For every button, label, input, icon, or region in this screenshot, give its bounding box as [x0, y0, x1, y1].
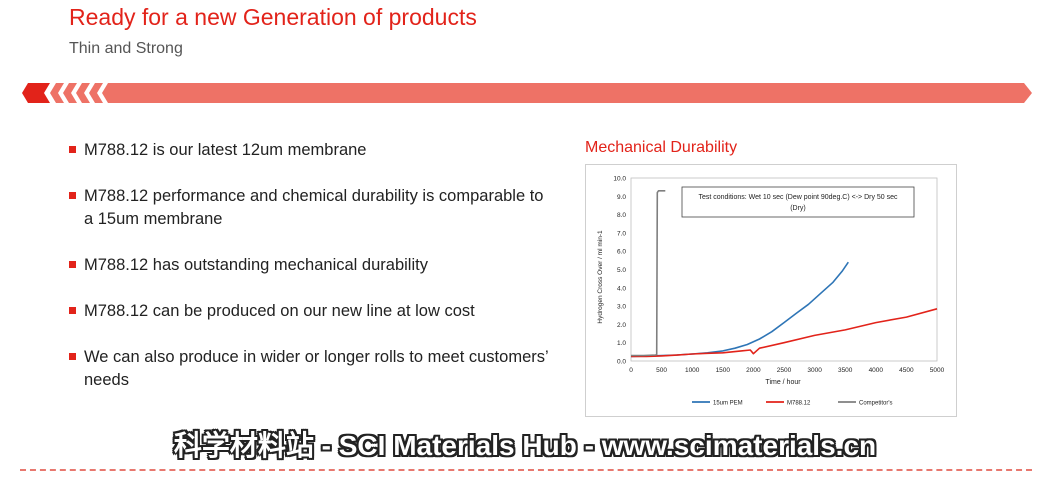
bullet-text: M788.12 performance and chemical durabil…	[84, 187, 544, 228]
bullet-item: M788.12 can be produced on our new line …	[69, 300, 549, 323]
y-tick-label: 6.0	[617, 249, 626, 256]
plot-area	[630, 177, 938, 362]
x-tick-label: 2000	[746, 367, 761, 374]
chart-heading: Mechanical Durability	[585, 139, 738, 156]
bullet-text: M788.12 can be produced on our new line …	[84, 302, 475, 320]
page-title: Ready for a new Generation of products	[69, 4, 477, 30]
y-tick-label: 2.0	[617, 322, 626, 329]
page-subtitle: Thin and Strong	[69, 40, 183, 57]
y-tick-label: 1.0	[617, 340, 626, 347]
bullet-square-icon	[69, 307, 76, 314]
bullet-text: We can also produce in wider or longer r…	[84, 348, 549, 389]
banner-chevron	[50, 83, 64, 103]
bullet-item: M788.12 is our latest 12um membrane	[69, 139, 549, 162]
bullet-text: M788.12 has outstanding mechanical durab…	[84, 256, 428, 274]
annotation-line-1: Test conditions: Wet 10 sec (Dew point 9…	[698, 194, 898, 201]
footer-dashed-divider	[20, 469, 1032, 471]
x-tick-label: 2500	[777, 367, 792, 374]
banner-chevron	[63, 83, 77, 103]
bullet-item: M788.12 has outstanding mechanical durab…	[69, 254, 549, 277]
x-tick-label: 1500	[716, 367, 731, 374]
banner-chevron-lead	[22, 83, 50, 103]
x-tick-label: 5000	[930, 367, 945, 374]
durability-chart: 0.0 1.0 2.0 3.0 4.0 5.0 6.0 7.0 8.0 9.0 10.0 0 500 1…	[597, 176, 945, 407]
y-tick-label: 10.0	[613, 176, 626, 183]
x-tick-labels: 0 500 1000 1500 2000 2500 3000 3500 4000 4500 5000	[629, 367, 944, 374]
y-tick-label: 4.0	[617, 285, 626, 292]
y-tick-label: 5.0	[617, 267, 626, 274]
bullet-text: M788.12 is our latest 12um membrane	[84, 141, 367, 159]
series-line-2	[631, 189, 666, 357]
bullet-square-icon	[69, 261, 76, 268]
x-tick-label: 500	[656, 367, 667, 374]
x-tick-label: 4000	[869, 367, 884, 374]
annotation-line-2: (Dry)	[790, 205, 806, 212]
y-tick-label: 3.0	[617, 304, 626, 311]
x-tick-label: 4500	[899, 367, 914, 374]
legend-label: Competitor's	[859, 401, 893, 407]
annotation-box	[681, 186, 915, 218]
chart-frame: 0.0 1.0 2.0 3.0 4.0 5.0 6.0 7.0 8.0 9.0 10.0 0 500 1…	[585, 164, 957, 417]
banner-chevron	[89, 83, 103, 103]
bullet-list: M788.12 is our latest 12um membrane M788…	[69, 139, 549, 415]
x-axis-label: Time / hour	[765, 379, 801, 386]
y-axis-label: Hydrogen Cross Over / ml min-1	[597, 230, 604, 324]
bullet-item: We can also produce in wider or longer r…	[69, 346, 549, 392]
bullet-square-icon	[69, 192, 76, 199]
x-tick-label: 0	[629, 367, 633, 374]
x-tick-label: 3500	[838, 367, 853, 374]
x-tick-label: 3000	[807, 367, 822, 374]
legend-label: 15um PEM	[713, 401, 743, 407]
series-line-1	[631, 308, 938, 358]
y-tick-labels: 0.0 1.0 2.0 3.0 4.0 5.0 6.0 7.0 8.0 9.0 10.0	[613, 176, 626, 366]
y-tick-label: 7.0	[617, 230, 626, 237]
bullet-square-icon	[69, 146, 76, 153]
watermark: 科学材料站 - SCI Materials Hub - www.scimater…	[173, 430, 877, 461]
banner-bar	[102, 83, 1032, 103]
chevron-banner	[22, 83, 1032, 103]
series-line-0	[630, 261, 849, 358]
y-tick-label: 8.0	[617, 212, 626, 219]
bullet-square-icon	[69, 353, 76, 360]
series-lines	[630, 189, 938, 358]
y-tick-label: 0.0	[617, 359, 626, 366]
legend-label: M788.12	[787, 401, 811, 407]
y-tick-label: 9.0	[617, 194, 626, 201]
x-tick-label: 1000	[685, 367, 700, 374]
banner-chevron	[76, 83, 90, 103]
legend: 15um PEM M788.12 Competitor's	[692, 401, 893, 407]
bullet-item: M788.12 performance and chemical durabil…	[69, 185, 549, 231]
